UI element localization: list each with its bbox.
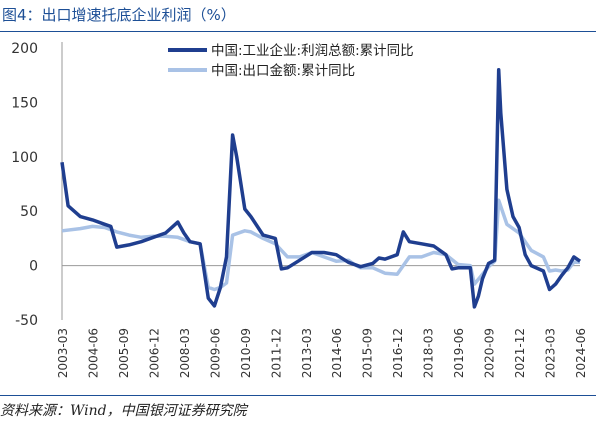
line-chart: -50 0 50 100 150 200 2003-03 2004-06 2005-09 2006… — [11, 41, 588, 378]
y-tick-label: 100 — [11, 150, 38, 166]
x-tick-label: 2011-12 — [269, 328, 283, 378]
x-tick-label: 2015-09 — [361, 328, 375, 378]
y-tick-label: 150 — [11, 95, 38, 111]
x-tick-label: 2008-03 — [178, 328, 192, 378]
y-tick-label: 200 — [11, 41, 38, 57]
figure-title: 图4：出口增速托底企业利润（%） — [2, 6, 236, 24]
title-divider — [0, 31, 596, 32]
legend-label: 中国:工业企业:利润总额:累计同比 — [211, 42, 414, 59]
x-tick-label: 2018-03 — [422, 328, 436, 378]
x-tick-label: 2014-06 — [330, 328, 344, 378]
x-tick-label: 2010-09 — [239, 328, 253, 378]
source-note: 资料来源：Wind，中国银河证券研究院 — [0, 403, 247, 419]
x-tick-label: 2019-06 — [452, 328, 466, 378]
series-line-industrial-profit — [60, 68, 582, 309]
y-tick-label: 50 — [20, 204, 38, 220]
x-tick-label: 2023-03 — [544, 328, 558, 378]
x-tick-label: 2004-06 — [86, 328, 100, 378]
legend-label: 中国:出口金额:累计同比 — [211, 63, 355, 79]
x-tick-label: 2005-09 — [117, 328, 131, 378]
x-tick-label: 2021-12 — [513, 328, 527, 378]
x-tick-label: 2006-12 — [147, 328, 161, 378]
source-divider — [0, 395, 596, 396]
x-tick-label: 2024-06 — [574, 328, 588, 378]
x-tick-label: 2003-03 — [56, 328, 70, 378]
series-line-export — [61, 198, 580, 292]
y-tick-label: 0 — [29, 259, 38, 275]
x-tick-label: 2020-09 — [483, 328, 497, 378]
x-tick-label: 2013-03 — [300, 328, 314, 378]
x-tick-label: 2009-06 — [208, 328, 222, 378]
chart-area: -50 0 50 100 150 200 2003-03 2004-06 2005-09 2006… — [0, 34, 596, 394]
y-tick-label: -50 — [15, 313, 38, 329]
x-tick-label: 2016-12 — [391, 328, 405, 378]
